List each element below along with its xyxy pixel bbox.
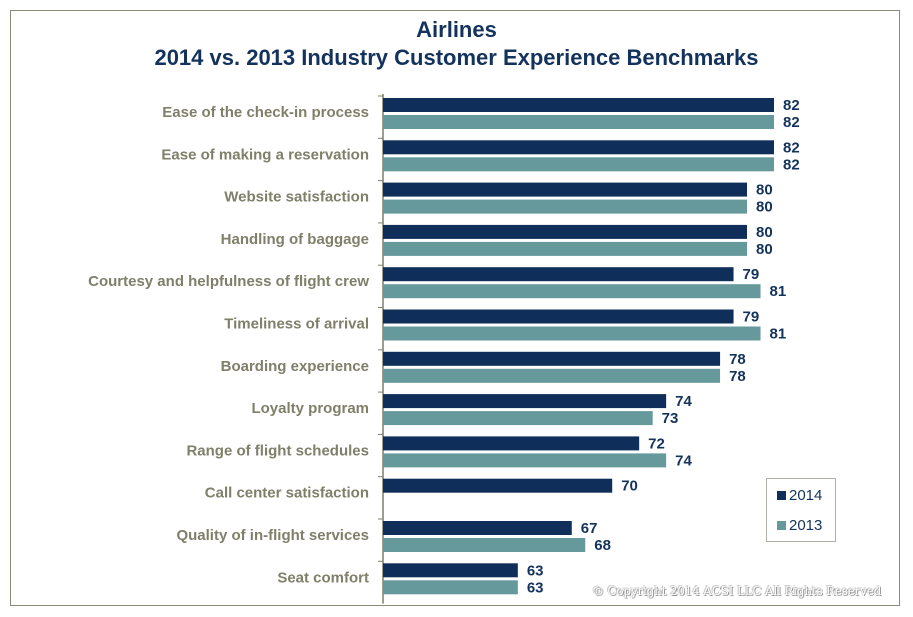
data-label-2013: 82 <box>783 114 800 131</box>
legend: 2014 2013 <box>766 478 836 542</box>
bar-2014 <box>383 563 518 578</box>
category-label: Timeliness of arrival <box>224 316 369 333</box>
data-label-2013: 78 <box>729 368 746 385</box>
category-label: Quality of in-flight services <box>176 527 369 544</box>
category-label: Boarding experience <box>221 358 369 375</box>
bar-2014 <box>383 351 721 366</box>
bar-2013 <box>383 157 774 172</box>
category-label: Courtesy and helpfulness of flight crew <box>88 273 369 290</box>
bar-2013 <box>383 538 586 552</box>
bar-2014 <box>383 140 774 155</box>
data-label-2014: 67 <box>581 520 598 537</box>
bar-2013 <box>383 284 761 299</box>
bar-2014 <box>383 182 748 197</box>
bar-2014 <box>383 478 613 493</box>
bar-2014 <box>383 521 572 535</box>
bar-2013 <box>383 241 748 256</box>
data-label-2014: 78 <box>729 351 746 368</box>
data-label-2013: 63 <box>527 579 544 596</box>
data-label-2013: 68 <box>594 537 611 554</box>
data-label-2013: 74 <box>675 452 692 469</box>
bar-2013 <box>383 453 667 468</box>
data-label-2014: 79 <box>743 309 760 326</box>
data-label-2013: 73 <box>662 410 679 427</box>
legend-label-2014: 2014 <box>789 487 823 504</box>
data-label-2013: 82 <box>783 156 800 173</box>
category-label: Seat comfort <box>277 569 369 586</box>
category-label: Ease of making a reservation <box>161 146 369 163</box>
data-label-2014: 72 <box>648 435 665 452</box>
copyright-notice: © Copyright 2014 ACSI LLC All Rights Res… <box>592 584 882 598</box>
data-label-2014: 82 <box>783 139 800 156</box>
data-label-2014: 63 <box>527 562 544 579</box>
chart-frame <box>10 10 900 606</box>
category-label: Ease of the check-in process <box>162 104 369 121</box>
bar-2013 <box>383 368 721 383</box>
legend-item-2013: 2013 <box>777 517 822 534</box>
data-label-2013: 81 <box>770 326 787 343</box>
data-label-2013: 81 <box>770 283 787 300</box>
data-label-2013: 80 <box>756 241 773 258</box>
legend-swatch-2013 <box>777 521 786 530</box>
category-label: Handling of baggage <box>221 231 369 248</box>
data-label-2014: 80 <box>756 224 773 241</box>
category-label: Call center satisfaction <box>205 485 369 502</box>
data-label-2013: 80 <box>756 199 773 216</box>
bar-2013 <box>383 326 761 341</box>
bar-2014 <box>383 309 734 324</box>
data-label-2014: 74 <box>675 393 692 410</box>
chart-subtitle: 2014 vs. 2013 Industry Customer Experien… <box>154 45 759 70</box>
data-label-2014: 79 <box>743 266 760 283</box>
legend-item-2014: 2014 <box>777 487 822 504</box>
bar-2014 <box>383 267 734 282</box>
chart-title: Airlines <box>416 17 497 42</box>
bar-2013 <box>383 411 653 426</box>
bar-2013 <box>383 580 518 595</box>
data-label-2014: 82 <box>783 97 800 114</box>
category-label: Range of flight schedules <box>186 442 369 459</box>
data-label-2014: 80 <box>756 182 773 199</box>
legend-swatch-2014 <box>777 491 786 500</box>
bar-2014 <box>383 224 748 239</box>
category-label: Loyalty program <box>251 400 369 417</box>
category-label: Website satisfaction <box>224 189 369 206</box>
data-label-2014: 70 <box>621 478 638 495</box>
bar-2014 <box>383 98 774 112</box>
legend-label-2013: 2013 <box>789 517 823 534</box>
bar-2013 <box>383 199 748 214</box>
bar-2014 <box>383 394 667 409</box>
bar-2014 <box>383 436 640 451</box>
bar-2013 <box>383 115 774 129</box>
